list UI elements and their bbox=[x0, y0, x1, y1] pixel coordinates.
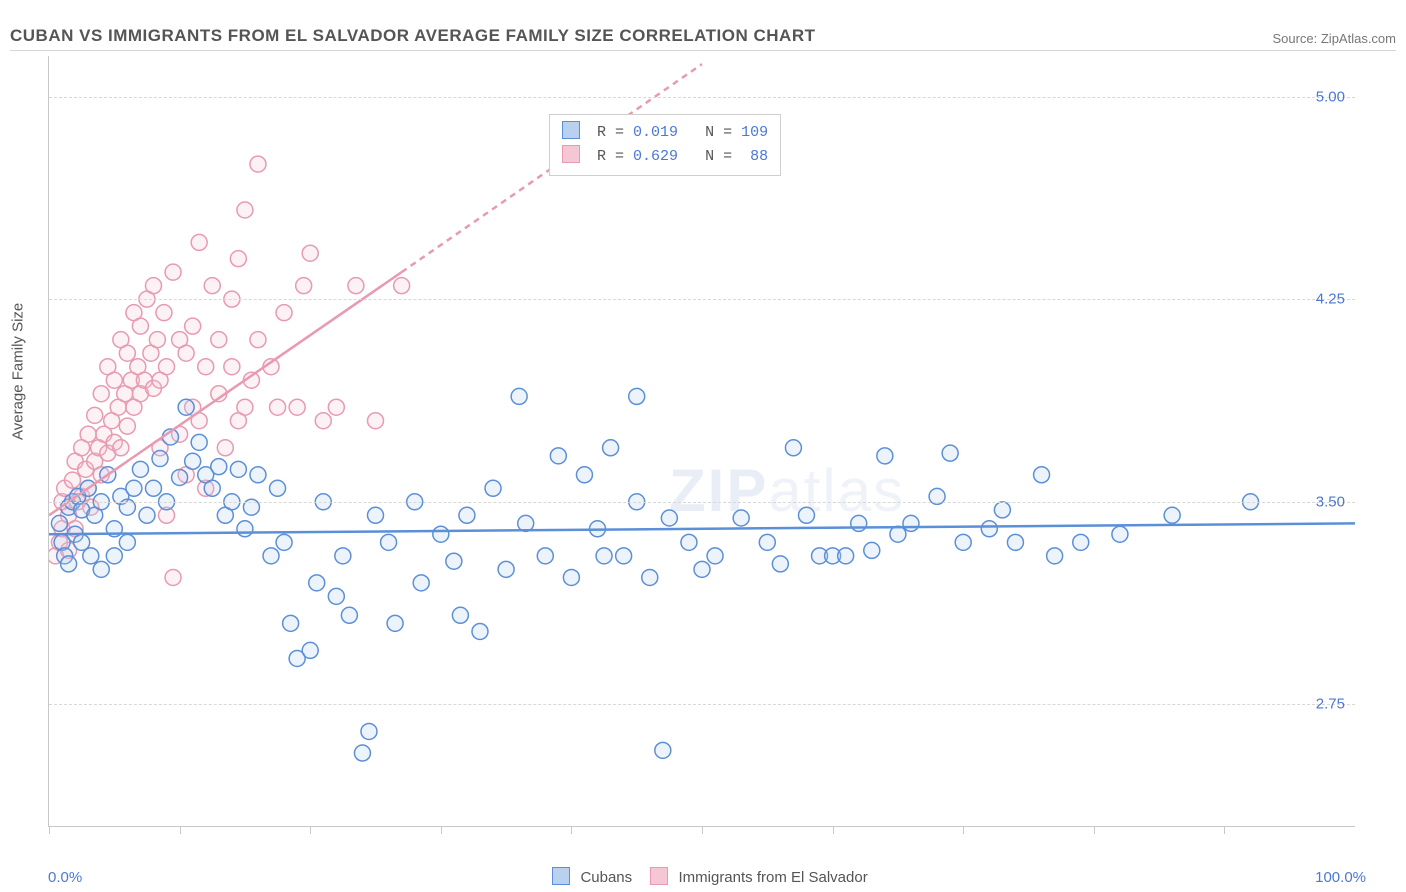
stats-box: R = 0.019 N = 109 R = 0.629 N = 88 bbox=[549, 114, 781, 176]
swatch-cubans-icon bbox=[552, 867, 570, 885]
swatch-el-salvador-icon bbox=[650, 867, 668, 885]
el-salvador-r-value: 0.629 bbox=[633, 148, 678, 165]
source-name: ZipAtlas.com bbox=[1321, 31, 1396, 46]
y-tick-label: 4.25 bbox=[1316, 291, 1345, 308]
x-tick bbox=[180, 826, 181, 834]
legend-el-salvador-label: Immigrants from El Salvador bbox=[678, 869, 867, 886]
x-tick bbox=[441, 826, 442, 834]
source-prefix: Source: bbox=[1272, 31, 1320, 46]
bottom-legend: Cubans Immigrants from El Salvador bbox=[0, 867, 1406, 886]
r-label: R = bbox=[597, 148, 624, 165]
el-salvador-n-value: 88 bbox=[750, 148, 768, 165]
scatter-plot: ZIPatlas R = 0.019 N = 109 R = 0.629 N =… bbox=[48, 56, 1355, 827]
gridline bbox=[49, 502, 1355, 503]
gridline bbox=[49, 97, 1355, 98]
stats-row-cubans: R = 0.019 N = 109 bbox=[562, 121, 768, 145]
stats-row-el-salvador: R = 0.629 N = 88 bbox=[562, 145, 768, 169]
x-tick bbox=[571, 826, 572, 834]
cubans-n-value: 109 bbox=[741, 124, 768, 141]
y-tick-label: 5.00 bbox=[1316, 88, 1345, 105]
gridline bbox=[49, 704, 1355, 705]
y-axis-label: Average Family Size bbox=[10, 303, 27, 440]
swatch-el-salvador-icon bbox=[562, 145, 580, 163]
x-tick bbox=[702, 826, 703, 834]
legend-cubans-label: Cubans bbox=[580, 869, 632, 886]
r-label: R = bbox=[597, 124, 624, 141]
gridline bbox=[49, 299, 1355, 300]
header-bar: CUBAN VS IMMIGRANTS FROM EL SALVADOR AVE… bbox=[10, 18, 1396, 51]
watermark-suffix: atlas bbox=[768, 457, 905, 524]
x-tick bbox=[310, 826, 311, 834]
x-tick bbox=[49, 826, 50, 834]
x-tick bbox=[963, 826, 964, 834]
watermark-brand: ZIP bbox=[669, 457, 768, 524]
chart-title: CUBAN VS IMMIGRANTS FROM EL SALVADOR AVE… bbox=[10, 26, 816, 46]
swatch-cubans-icon bbox=[562, 121, 580, 139]
n-label: N = bbox=[705, 148, 732, 165]
watermark: ZIPatlas bbox=[669, 456, 905, 525]
x-tick bbox=[833, 826, 834, 834]
x-tick bbox=[1094, 826, 1095, 834]
source: Source: ZipAtlas.com bbox=[1272, 31, 1396, 46]
y-tick-label: 3.50 bbox=[1316, 493, 1345, 510]
y-tick-label: 2.75 bbox=[1316, 696, 1345, 713]
x-tick bbox=[1224, 826, 1225, 834]
cubans-r-value: 0.019 bbox=[633, 124, 678, 141]
n-label: N = bbox=[705, 124, 732, 141]
